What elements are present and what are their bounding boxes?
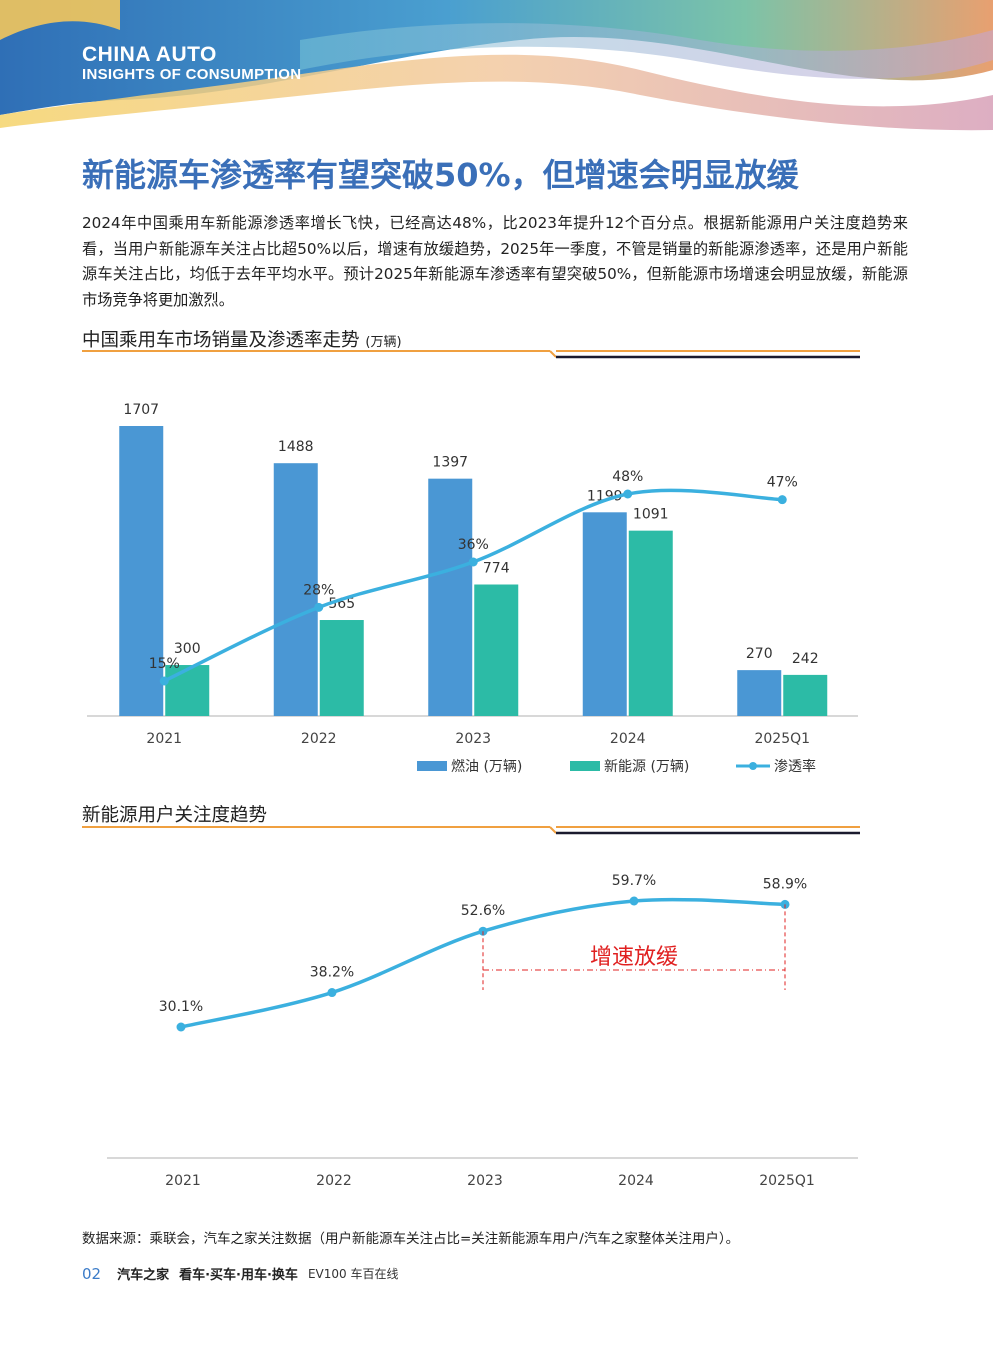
bar-fuel-2025Q1 — [737, 670, 782, 716]
sales-penetration-chart: 1707300202114885652022139777420231199109… — [87, 402, 858, 775]
attention-point-2021 — [176, 1022, 186, 1032]
x-tick-2022: 2022 — [316, 1173, 352, 1189]
bar-fuel-2023 — [428, 478, 473, 716]
attention-label-2025Q1: 58.9% — [763, 876, 807, 892]
label-fuel-2025Q1: 270 — [746, 646, 773, 662]
attention-point-2023 — [478, 926, 488, 936]
legend-rate-label: 渗透率 — [774, 758, 816, 775]
label-fuel-2023: 1397 — [432, 455, 468, 471]
x-tick-2024: 2024 — [618, 1173, 654, 1189]
bar-nev-2023 — [474, 584, 519, 716]
label-nev-2021: 300 — [174, 641, 201, 657]
penetration-point-2021 — [159, 676, 169, 686]
nev-attention-chart: 30.1% 2021 38.2% 2022 52.6% 2023 59.7% 2024 58.9… — [107, 873, 858, 1189]
brand-logo: CHINA AUTO INSIGHTS OF CONSUMPTION — [82, 44, 301, 82]
label-nev-2024: 1091 — [633, 507, 669, 523]
legend-nev-swatch — [570, 761, 600, 771]
attention-point-2024 — [629, 896, 639, 906]
x-tick-2022: 2022 — [301, 731, 337, 747]
penetration-label-2025Q1: 47% — [767, 475, 798, 491]
autohome-logo: 汽车之家 — [117, 1268, 170, 1283]
label-fuel-2022: 1488 — [278, 439, 314, 455]
page-title: 新能源车渗透率有望突破50%，但增速会明显放缓 — [82, 156, 799, 194]
header-banner — [0, 0, 993, 135]
bar-nev-2025Q1 — [783, 674, 828, 716]
bar-nev-2022 — [319, 620, 364, 716]
intro-paragraph: 2024年中国乘用车新能源渗透率增长飞快，已经高达48%，比2023年提升12个… — [82, 214, 908, 309]
x-tick-2023: 2023 — [455, 731, 491, 747]
data-source: 数据来源：乘联会，汽车之家关注数据（用户新能源车关注占比=关注新能源车用户/汽车… — [82, 1231, 740, 1247]
attention-point-2025Q1 — [780, 899, 790, 909]
ev100-logo: EV100 车百在线 — [307, 1267, 399, 1281]
page-number: 02 — [82, 1264, 102, 1283]
bar-fuel-2021 — [119, 426, 164, 716]
footer: 02 汽车之家 看车·买车·用车·换车 EV100 车百在线 — [82, 1264, 399, 1284]
label-fuel-2021: 1707 — [123, 402, 159, 418]
bar-fuel-2022 — [273, 463, 318, 716]
annotation-text: 增速放缓 — [590, 945, 678, 970]
bar-nev-2021 — [165, 665, 210, 716]
bar-fuel-2024 — [582, 512, 627, 716]
label-nev-2025Q1: 242 — [792, 651, 819, 667]
section2-divider — [82, 826, 860, 835]
section1-title-text: 中国乘用车市场销量及渗透率走势 — [82, 330, 360, 351]
attention-label-2024: 59.7% — [612, 873, 656, 889]
x-tick-2023: 2023 — [467, 1173, 503, 1189]
penetration-label-2024: 48% — [612, 469, 643, 485]
section1-title: 中国乘用车市场销量及渗透率走势 (万辆) — [82, 326, 402, 352]
penetration-label-2021: 15% — [149, 656, 180, 672]
x-tick-2025Q1: 2025Q1 — [754, 731, 810, 747]
brand-line2: INSIGHTS OF CONSUMPTION — [82, 66, 302, 83]
penetration-point-2022 — [314, 602, 324, 612]
legend-fuel-swatch — [417, 761, 447, 771]
attention-label-2021: 30.1% — [159, 999, 203, 1015]
bar-nev-2024 — [628, 530, 673, 716]
x-tick-2021: 2021 — [165, 1173, 201, 1189]
x-tick-2024: 2024 — [610, 731, 646, 747]
label-fuel-2024: 1199 — [587, 488, 623, 504]
section2-title-text: 新能源用户关注度趋势 — [82, 805, 268, 826]
brand-line1: CHINA AUTO — [82, 43, 217, 66]
penetration-label-2023: 36% — [458, 537, 489, 553]
x-tick-2021: 2021 — [146, 731, 182, 747]
penetration-point-2024 — [623, 489, 633, 499]
penetration-label-2022: 28% — [303, 582, 334, 598]
attention-label-2023: 52.6% — [461, 903, 505, 919]
section1-divider — [82, 350, 860, 359]
x-tick-2025Q1: 2025Q1 — [759, 1173, 815, 1189]
attention-label-2022: 38.2% — [310, 965, 354, 981]
penetration-point-2025Q1 — [777, 495, 787, 505]
label-nev-2023: 774 — [483, 561, 510, 577]
penetration-point-2023 — [468, 557, 478, 567]
penetration-line — [163, 488, 783, 683]
autohome-slogan: 看车·买车·用车·换车 — [179, 1268, 298, 1283]
legend-fuel-label: 燃油 (万辆) — [451, 758, 522, 775]
section1-unit: (万辆) — [365, 335, 402, 350]
attention-point-2022 — [327, 988, 337, 998]
section2-title: 新能源用户关注度趋势 — [82, 801, 267, 827]
legend-rate-marker — [749, 762, 757, 770]
legend-nev-label: 新能源 (万辆) — [604, 759, 689, 775]
